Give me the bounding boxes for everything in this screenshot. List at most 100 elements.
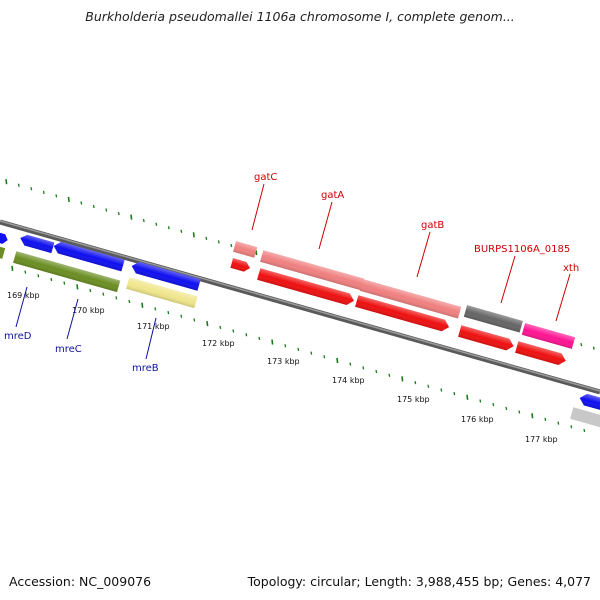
inner-tick	[284, 344, 287, 348]
inner-tick	[492, 403, 495, 407]
inner-tick	[401, 376, 404, 382]
accession-text: Accession: NC_009076	[9, 574, 152, 589]
inner-tick	[557, 421, 560, 425]
scale-labels: 169 kbp 170 kbp 171 kbp 172 kbp 173 kbp …	[7, 291, 558, 444]
gene-gray-right[interactable]	[570, 407, 600, 430]
inner-tick	[219, 325, 222, 329]
outer-tick	[55, 194, 58, 198]
inner-tick	[453, 392, 456, 396]
label-xth[interactable]: xth	[563, 263, 579, 274]
inner-tick	[271, 339, 274, 345]
inner-tick	[583, 428, 586, 433]
inner-tick	[388, 373, 391, 377]
label-gatA[interactable]: gatA	[321, 190, 344, 201]
gene-track-upper	[0, 230, 600, 415]
inner-tick	[531, 413, 534, 419]
inner-tick	[193, 318, 196, 322]
gene-olive-edge-left[interactable]	[0, 244, 6, 259]
outer-tick	[155, 222, 158, 226]
scale-label-171: 171 kbp	[137, 322, 170, 331]
inner-tick	[76, 284, 79, 290]
gene-gatB-lower[interactable]	[355, 295, 451, 333]
inner-tick	[154, 307, 157, 311]
label-mreB[interactable]: mreB	[132, 363, 159, 374]
outer-tick	[230, 243, 233, 248]
outer-tick	[580, 342, 583, 347]
gene-blue-2[interactable]	[52, 240, 125, 272]
inner-tick	[466, 394, 469, 400]
inner-tick	[50, 277, 53, 282]
inner-tick	[232, 329, 235, 333]
inner-tick	[37, 274, 40, 278]
inner-tick	[505, 406, 508, 410]
outer-tick	[117, 211, 120, 216]
outer-tick	[92, 204, 95, 209]
outer-tick	[30, 187, 33, 191]
outer-tick	[130, 214, 133, 220]
inner-tick	[375, 369, 378, 374]
outer-tick	[205, 236, 208, 240]
gene-blue-3[interactable]	[130, 260, 201, 291]
outer-tick	[180, 229, 183, 233]
inner-tick	[102, 292, 105, 296]
inner-tick	[245, 333, 248, 337]
gene-gatB-upper[interactable]	[359, 279, 462, 319]
scale-label-172: 172 kbp	[202, 339, 235, 348]
inner-tick	[544, 417, 547, 422]
inner-tick	[206, 321, 209, 327]
outer-tick	[80, 201, 83, 205]
gene-xth-upper[interactable]	[521, 323, 576, 349]
chromosome-backbone	[0, 219, 600, 395]
gene-gatC-lower[interactable]	[230, 258, 251, 273]
gene-burps0185-upper[interactable]	[463, 305, 523, 333]
outer-tick	[42, 190, 45, 194]
inner-tick	[336, 357, 339, 364]
lower-gene-labels: mreD mreC mreB	[4, 286, 159, 374]
label-gatC[interactable]: gatC	[254, 172, 277, 183]
outer-tick	[217, 240, 220, 244]
inner-tick	[141, 302, 144, 308]
label-gatB[interactable]: gatB	[421, 220, 444, 231]
outer-tick	[592, 346, 595, 350]
inner-tick	[63, 281, 66, 285]
inner-tick	[440, 388, 443, 392]
outer-tick	[167, 226, 170, 230]
inner-tick	[427, 384, 430, 388]
inner-tick	[167, 310, 170, 315]
gene-burps0185-lower[interactable]	[458, 325, 515, 352]
inner-tick	[11, 265, 14, 271]
inner-tick	[362, 366, 365, 370]
inner-tick	[258, 336, 261, 341]
inner-tick	[115, 296, 118, 300]
gene-gatA-upper[interactable]	[260, 250, 365, 291]
gene-gatC-upper[interactable]	[233, 241, 258, 258]
gene-gatA-lower[interactable]	[257, 268, 356, 307]
inner-tick	[518, 410, 521, 414]
outer-tick	[192, 232, 195, 238]
gene-blue-edge-left[interactable]	[0, 230, 9, 245]
inner-tick	[310, 351, 313, 355]
outer-tick	[17, 183, 20, 187]
scale-label-174: 174 kbp	[332, 376, 365, 385]
scale-label-177: 177 kbp	[525, 435, 558, 444]
outer-tick	[67, 196, 70, 203]
upper-gene-labels: gatC gatA gatB BURPS1106A_0185 xth	[251, 172, 579, 322]
inner-tick	[24, 270, 27, 274]
scale-label-173: 173 kbp	[267, 357, 300, 366]
genome-summary-text: Topology: circular; Length: 3,988,455 bp…	[247, 574, 591, 589]
label-burps1106a-0185[interactable]: BURPS1106A_0185	[474, 244, 570, 255]
inner-tick	[479, 399, 482, 403]
inner-tick	[89, 288, 92, 293]
scale-label-170: 170 kbp	[72, 306, 105, 315]
gene-xth-lower[interactable]	[515, 341, 567, 366]
scale-label-176: 176 kbp	[461, 415, 494, 424]
scale-label-169: 169 kbp	[7, 291, 40, 300]
inner-tick	[180, 314, 183, 318]
gene-track-lower	[0, 244, 600, 430]
gene-blue-1[interactable]	[19, 233, 55, 254]
gene-mreB[interactable]	[126, 277, 198, 309]
gene-mreC[interactable]	[13, 251, 121, 293]
label-mreC[interactable]: mreC	[55, 344, 82, 355]
label-mreD[interactable]: mreD	[4, 331, 32, 342]
